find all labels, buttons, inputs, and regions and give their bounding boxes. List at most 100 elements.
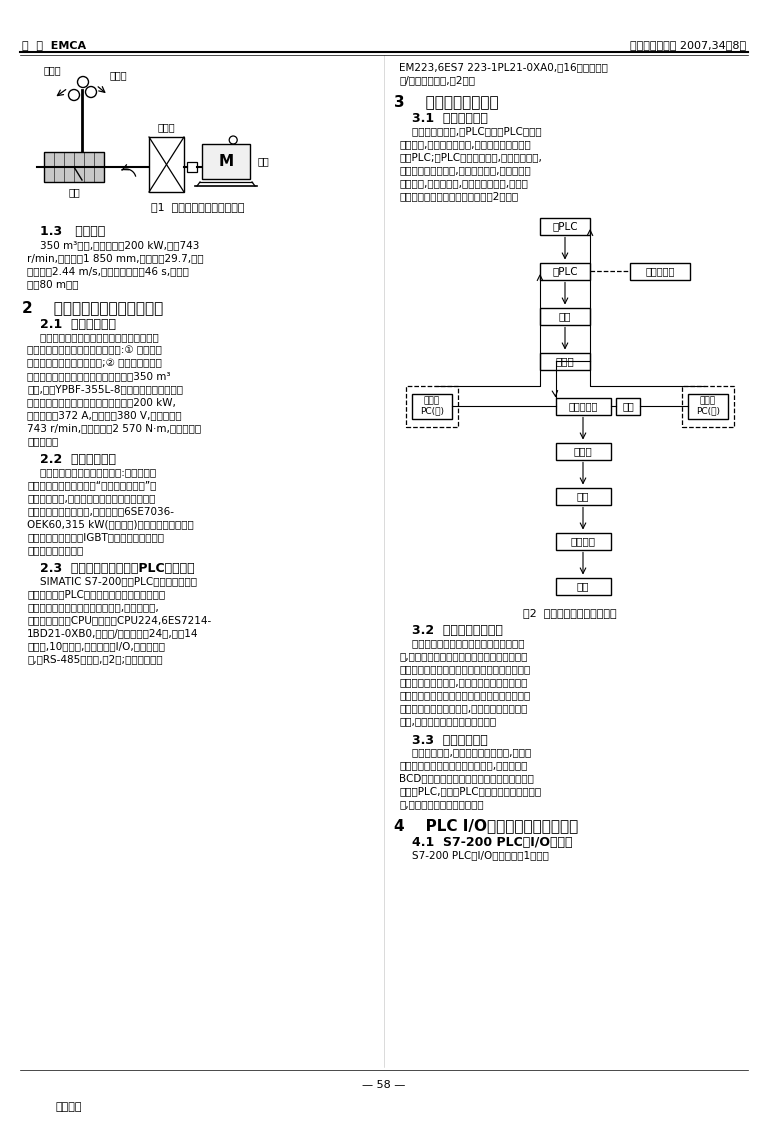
Text: 电机: 电机 [258, 156, 270, 166]
Text: 对值编码器。由于采用格雷码编码,必须转换成: 对值编码器。由于采用格雷码编码,必须转换成 [399, 761, 528, 771]
Text: 入/输出扩展模块,共2套。: 入/输出扩展模块,共2套。 [399, 75, 475, 85]
Text: 供料至高炉炉顶。工作原理图如图2所示。: 供料至高炉炉顶。工作原理图如图2所示。 [399, 191, 518, 201]
Polygon shape [540, 218, 590, 234]
Text: 钟,配RS-485通信口,共2套;扩展模块选用: 钟,配RS-485通信口,共2套;扩展模块选用 [27, 654, 163, 664]
Text: 3.3  料车定位控制: 3.3 料车定位控制 [412, 734, 488, 746]
Text: 至小PLC;小PLC控制电器得电,开通主变频器,: 至小PLC;小PLC控制电器得电,开通主变频器, [399, 151, 542, 162]
Text: 电器: 电器 [559, 311, 571, 321]
Text: SIMATIC S7-200系列PLC是西门子公司推: SIMATIC S7-200系列PLC是西门子公司推 [27, 576, 197, 586]
Polygon shape [555, 397, 611, 414]
Text: 点输入,10点输出,且为数字量I/O,内置实时时: 点输入,10点输出,且为数字量I/O,内置实时时 [27, 641, 165, 651]
Text: 2    变频调速系统主要设备选型: 2 变频调速系统主要设备选型 [22, 300, 164, 315]
Text: 卷筒: 卷筒 [68, 187, 80, 197]
Text: 深受用户喜爱。CPU选择使用CPU224,6ES7214-: 深受用户喜爱。CPU选择使用CPU224,6ES7214- [27, 615, 211, 625]
Polygon shape [688, 394, 728, 419]
Text: 图1  料车机械传动系统原理图: 图1 料车机械传动系统原理图 [151, 202, 245, 212]
Text: 4    PLC I/O分配和变频器参数设置: 4 PLC I/O分配和变频器参数设置 [394, 819, 578, 834]
Text: 节,进而控制卷扬电机的速度。: 节,进而控制卷扬电机的速度。 [399, 800, 484, 809]
Text: 频时有效转矩必须满足要求;② 电动机必须有足: 频时有效转矩必须满足要求;② 电动机必须有足 [27, 358, 162, 368]
Text: 绳筒运转,钢丝绳动作,料车上行或下行,从槽下: 绳筒运转,钢丝绳动作,料车上行或下行,从槽下 [399, 178, 528, 188]
Text: 编码器
PC(从): 编码器 PC(从) [696, 396, 720, 415]
Polygon shape [412, 394, 452, 419]
Text: 电机与控制应用 2007,34（8）: 电机与控制应用 2007,34（8） [630, 40, 746, 50]
Text: 量应比变频器说明书中的“配用电动机容量”加: 量应比变频器说明书中的“配用电动机容量”加 [27, 480, 157, 490]
Text: 方式,配置了制动单元和制动电阻。: 方式,配置了制动单元和制动电阻。 [399, 717, 496, 727]
Text: 2.1  电动机的选用: 2.1 电动机的选用 [40, 318, 116, 331]
Text: 采用双编码器,一主一从的冗余设计,选用绝: 采用双编码器,一主一从的冗余设计,选用绝 [399, 747, 531, 757]
Text: 料车状态,并结合生产需求,发出上行或下行指令: 料车状态,并结合生产需求,发出上行或下行指令 [399, 139, 531, 149]
Text: 送给小PLC,再由小PLC来控制变频器的频率调: 送给小PLC,再由小PLC来控制变频器的频率调 [399, 787, 541, 797]
Text: 4.1  S7-200 PLC的I/O分配表: 4.1 S7-200 PLC的I/O分配表 [412, 837, 572, 849]
Text: r/min,卷筒直径1 850 mm,总减速比29.7,最大: r/min,卷筒直径1 850 mm,总减速比29.7,最大 [27, 252, 204, 263]
Text: 调速特性。: 调速特性。 [27, 436, 58, 447]
Text: 2.3  可编程逻辑控制器（PLC）的选用: 2.3 可编程逻辑控制器（PLC）的选用 [40, 562, 194, 574]
Text: 变频器的供电装置采用一用一备的工作方: 变频器的供电装置采用一用一备的工作方 [399, 638, 525, 649]
Text: M: M [218, 154, 233, 169]
Text: 式,通过切换矩中的倒换开关进行切换。除具有: 式,通过切换矩中的倒换开关进行切换。除具有 [399, 652, 528, 662]
Text: 钢绳速度2.44 m/s,料车全行程时间46 s,钢绳全: 钢绳速度2.44 m/s,料车全行程时间46 s,钢绳全 [27, 266, 189, 276]
Text: S7-200 PLC的I/O分配表如表1所示。: S7-200 PLC的I/O分配表如表1所示。 [399, 850, 549, 861]
Polygon shape [555, 578, 611, 595]
Polygon shape [149, 137, 184, 192]
Text: 3    变频速调系统设计: 3 变频速调系统设计 [394, 94, 498, 109]
Text: EM223,6ES7 223-1PL21-0XA0,为16点数字量输: EM223,6ES7 223-1PL21-0XA0,为16点数字量输 [399, 62, 608, 72]
Text: 减速机: 减速机 [157, 122, 175, 132]
Text: 左料车: 左料车 [43, 65, 61, 75]
Text: 变频器: 变频器 [555, 356, 574, 366]
Polygon shape [406, 386, 458, 426]
Text: 减速机: 减速机 [574, 447, 592, 456]
Text: 出的一种小型PLC。它以紧凑的结构、良好的扩: 出的一种小型PLC。它以紧凑的结构、良好的扩 [27, 589, 165, 599]
Text: 料车: 料车 [577, 581, 589, 591]
Text: 350 m³高炉,电动机容量200 kW,转速743: 350 m³高炉,电动机容量200 kW,转速743 [27, 240, 200, 250]
Text: 1.3   设计依据: 1.3 设计依据 [40, 226, 105, 238]
Text: 够大的起动转矩来确保重载起动。针对350 m³: 够大的起动转矩来确保重载起动。针对350 m³ [27, 371, 170, 381]
Polygon shape [555, 533, 611, 550]
Text: 的通用系列变频器。: 的通用系列变频器。 [27, 545, 83, 555]
Text: 系统正常情况下,大PLC根据小PLC反馈的: 系统正常情况下,大PLC根据小PLC反馈的 [399, 126, 541, 136]
Text: 善的各种保护功能外,另装设短路保护的快速熔: 善的各种保护功能外,另装设短路保护的快速熔 [399, 678, 528, 688]
Text: 交流异步电动机时需考虑以下问题:① 应注意低: 交流异步电动机时需考虑以下问题:① 应注意低 [27, 344, 162, 355]
Text: 图2  变频速调系统工作原理图: 图2 变频速调系统工作原理图 [523, 608, 617, 618]
Text: 大一档至二档,变频器的电流应大于电动机的电: 大一档至二档,变频器的电流应大于电动机的电 [27, 493, 155, 503]
Polygon shape [187, 162, 197, 172]
Text: 展性、强大的指令功能和组网能力,低廉的价格,: 展性、强大的指令功能和组网能力,低廉的价格, [27, 603, 159, 611]
Text: 编码器
PC(主): 编码器 PC(主) [420, 396, 444, 415]
Text: 主卷扬电机得电运转,同时抱闸打开,减速机带动: 主卷扬电机得电运转,同时抱闸打开,减速机带动 [399, 165, 531, 175]
Text: 3.2  电气主回路的设计: 3.2 电气主回路的设计 [412, 625, 503, 637]
Text: 通、断主回路负载的交流接触器和变频器本身完: 通、断主回路负载的交流接触器和变频器本身完 [399, 664, 530, 674]
Text: 断器和用来消除高次谐波的进线电抗器。对于主: 断器和用来消除高次谐波的进线电抗器。对于主 [399, 690, 530, 700]
Text: 卷扬上料系统的制动操作,变频器采用能耗制动: 卷扬上料系统的制动操作,变频器采用能耗制动 [399, 703, 528, 714]
Text: 拖闸: 拖闸 [622, 401, 634, 411]
Text: 变频器的容量应满足以下规则:变频器的容: 变频器的容量应满足以下规则:变频器的容 [27, 467, 156, 477]
Text: 应  用  EMCA: 应 用 EMCA [22, 40, 86, 50]
Polygon shape [44, 151, 104, 182]
Polygon shape [555, 442, 611, 460]
Polygon shape [540, 307, 590, 324]
Polygon shape [540, 263, 590, 279]
Text: 2.2  变频器的选用: 2.2 变频器的选用 [40, 453, 116, 466]
Text: 是全数字电压型采用IGBT功率器件模块化结构: 是全数字电压型采用IGBT功率器件模块化结构 [27, 532, 164, 542]
Text: — 58 —: — 58 — [362, 1080, 406, 1089]
Polygon shape [630, 263, 690, 279]
Text: OEK60,315 kW(加大二档)的变频器。该变频器: OEK60,315 kW(加大二档)的变频器。该变频器 [27, 519, 194, 528]
Text: 行程80 m等。: 行程80 m等。 [27, 279, 78, 289]
Polygon shape [616, 397, 640, 414]
Polygon shape [540, 352, 590, 369]
Text: 绳筒: 绳筒 [577, 491, 589, 502]
Polygon shape [682, 386, 734, 426]
Text: 万方数据: 万方数据 [55, 1102, 81, 1112]
Polygon shape [202, 144, 250, 180]
Text: 743 r/min,额定转矩为2 570 N·m,具有良好的: 743 r/min,额定转矩为2 570 N·m,具有良好的 [27, 423, 201, 433]
Text: 小PLC: 小PLC [552, 266, 578, 276]
Text: 流。针对卷扬负载性质,可选西门子6SE7036-: 流。针对卷扬负载性质,可选西门子6SE7036- [27, 506, 174, 516]
Polygon shape [555, 487, 611, 505]
Text: 1BD21-0XB0,其输入/输出点数共24点,包括14: 1BD21-0XB0,其输入/输出点数共24点,包括14 [27, 628, 198, 638]
Text: 炼铁高炉主卷扬机变频调速拖动系统在选择: 炼铁高炉主卷扬机变频调速拖动系统在选择 [27, 332, 159, 342]
Text: 机务操作箱: 机务操作箱 [645, 266, 674, 276]
Text: 十钢丝绳: 十钢丝绳 [571, 536, 595, 546]
Text: 右料车: 右料车 [110, 70, 127, 80]
Text: 额定电流为372 A,额定电压380 V,额定转速为: 额定电流为372 A,额定电压380 V,额定转速为 [27, 410, 181, 420]
Text: 3.1  基础工作原理: 3.1 基础工作原理 [412, 112, 488, 125]
Text: BCD码。编码器把料车运行的位置用数字信号: BCD码。编码器把料车运行的位置用数字信号 [399, 773, 534, 783]
Text: 高炉,选用YPBF-355L-8的三相交流变频异步电: 高炉,选用YPBF-355L-8的三相交流变频异步电 [27, 384, 183, 394]
